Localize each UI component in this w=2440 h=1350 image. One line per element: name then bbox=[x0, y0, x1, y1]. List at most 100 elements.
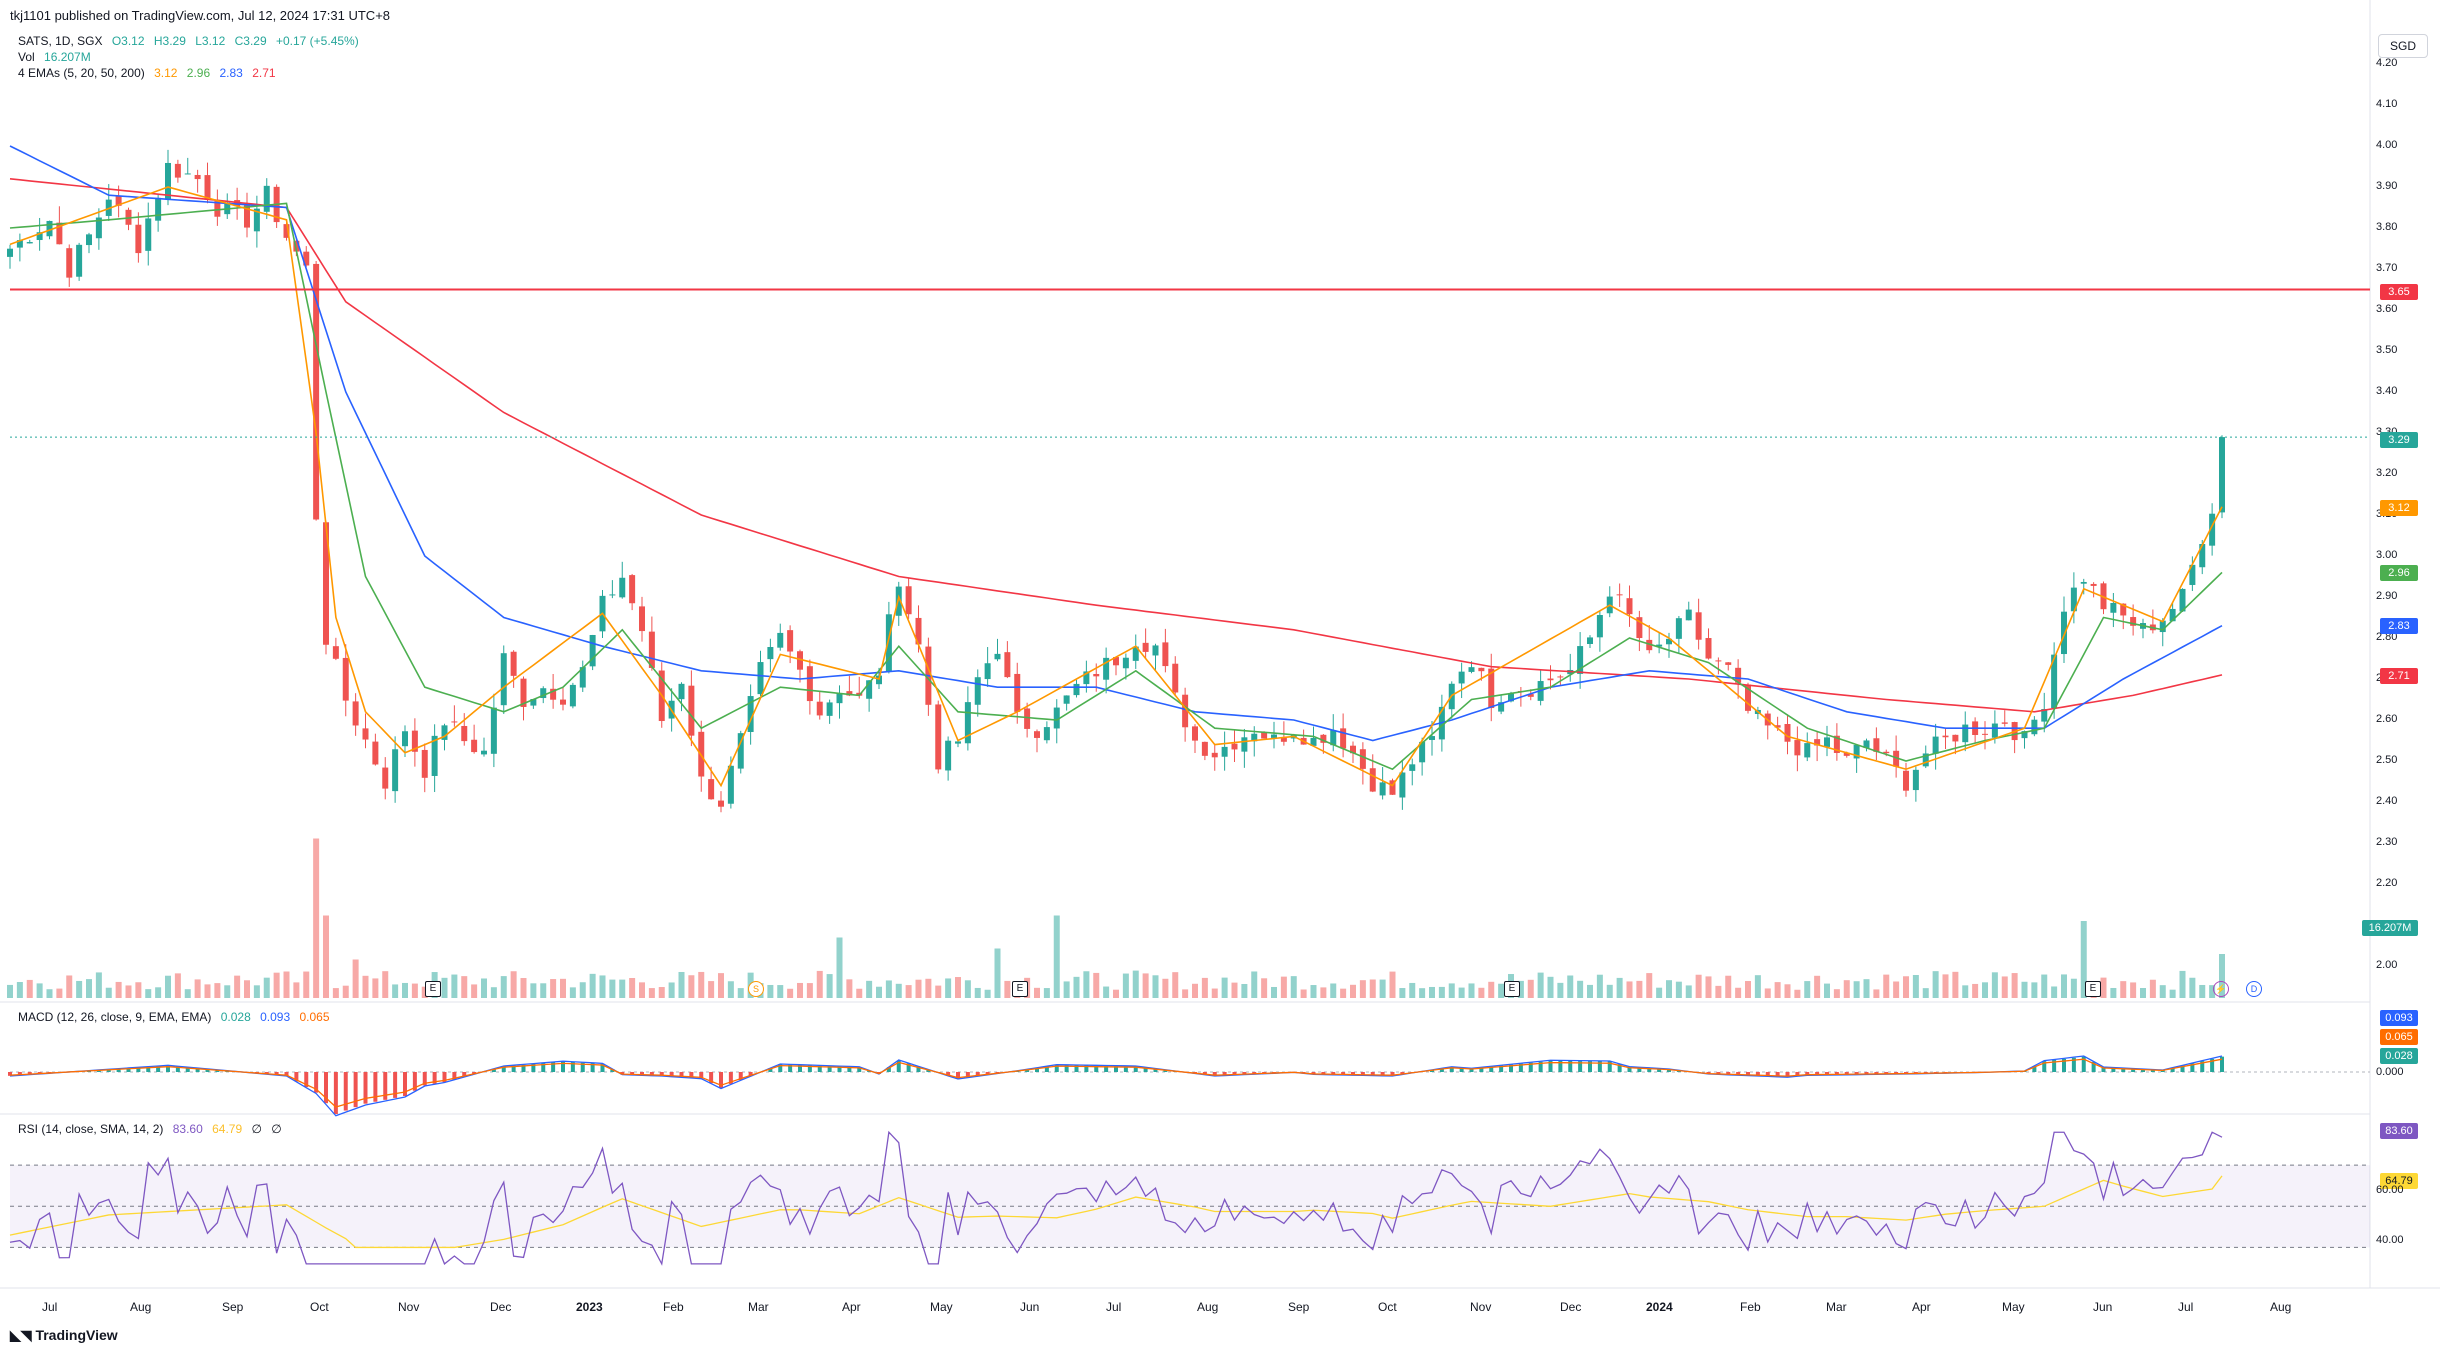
macd-histogram-bar bbox=[1252, 1072, 1257, 1075]
candle bbox=[1656, 644, 1663, 647]
candle bbox=[184, 173, 191, 175]
macd-histogram-bar bbox=[1775, 1072, 1780, 1077]
volume-bar bbox=[2061, 974, 2067, 998]
candle bbox=[2070, 587, 2077, 612]
macd-histogram-bar bbox=[343, 1072, 348, 1111]
macd-histogram-bar bbox=[2150, 1069, 2155, 1072]
ema-label[interactable]: 4 EMAs (5, 20, 50, 200) bbox=[18, 66, 145, 80]
volume-bar bbox=[1784, 984, 1791, 998]
earnings-event[interactable]: E bbox=[1012, 981, 1028, 997]
volume-bar bbox=[1182, 989, 1189, 998]
candle bbox=[1399, 772, 1406, 798]
candle bbox=[421, 749, 428, 778]
candle bbox=[392, 749, 399, 792]
volume-bar bbox=[1616, 977, 1623, 998]
rsi-band-lower: ∅ bbox=[271, 1122, 282, 1136]
macd-histogram-bar bbox=[205, 1069, 210, 1072]
volume-bar bbox=[155, 987, 162, 998]
ema5-line bbox=[9, 186, 2223, 788]
macd-histogram-bar bbox=[2220, 1056, 2224, 1072]
macd-histogram-bar bbox=[689, 1072, 694, 1078]
ema5-tag: 3.12 bbox=[2380, 500, 2418, 516]
volume-bar bbox=[1764, 988, 1771, 998]
macd-histogram-bar bbox=[2190, 1063, 2195, 1072]
candle bbox=[1419, 741, 1426, 763]
volume-bar bbox=[1142, 973, 1149, 998]
volume-bar bbox=[461, 976, 468, 998]
volume-bar bbox=[263, 977, 270, 998]
symbol-label[interactable]: SATS, 1D, SGX bbox=[18, 34, 103, 48]
vol-label[interactable]: Vol bbox=[18, 50, 35, 64]
candle bbox=[2199, 544, 2206, 568]
rsi-label[interactable]: RSI (14, close, SMA, 14, 2) bbox=[18, 1122, 164, 1136]
volume-bar bbox=[1972, 983, 1979, 998]
volume-bar bbox=[1241, 983, 1248, 998]
rsi-legend: RSI (14, close, SMA, 14, 2) 83.60 64.79 … bbox=[18, 1122, 288, 1136]
candle bbox=[1626, 598, 1633, 615]
candle bbox=[1646, 639, 1653, 651]
candle bbox=[747, 696, 754, 732]
macd-histogram-bar bbox=[1844, 1072, 1849, 1075]
vol-value: 16.207M bbox=[44, 50, 91, 64]
macd-label[interactable]: MACD (12, 26, close, 9, EMA, EMA) bbox=[18, 1010, 212, 1024]
volume-bar bbox=[1962, 985, 1969, 998]
candle bbox=[145, 218, 152, 251]
time-axis-label: Jun bbox=[1020, 1300, 1040, 1314]
volume-bar bbox=[1389, 971, 1396, 998]
volume-bar bbox=[1804, 981, 1811, 998]
macd-histogram-bar bbox=[1212, 1072, 1217, 1076]
candle bbox=[540, 688, 547, 699]
volume-bar bbox=[826, 974, 833, 998]
lightning-icon[interactable]: ⚡ bbox=[2213, 981, 2229, 997]
candle bbox=[1152, 645, 1159, 656]
volume-bar bbox=[648, 988, 655, 998]
macd-histogram-bar bbox=[1390, 1072, 1395, 1076]
candle bbox=[1241, 737, 1248, 752]
macd-histogram-bar bbox=[2062, 1058, 2066, 1072]
volume-bar bbox=[303, 971, 310, 998]
dividend-icon[interactable]: D bbox=[2246, 981, 2262, 997]
volume-bar bbox=[313, 838, 320, 998]
candle bbox=[204, 175, 211, 200]
macd-histogram-bar bbox=[393, 1072, 398, 1098]
candle bbox=[777, 632, 784, 648]
earnings-event[interactable]: E bbox=[2085, 981, 2101, 997]
split-event[interactable]: S bbox=[748, 981, 764, 997]
ema200-tag: 2.71 bbox=[2380, 668, 2418, 684]
candle bbox=[2001, 722, 2008, 724]
candle bbox=[2219, 437, 2225, 513]
earnings-event[interactable]: E bbox=[1504, 981, 1520, 997]
currency-selector[interactable]: SGD bbox=[2378, 34, 2428, 58]
macd-histogram-bar bbox=[324, 1072, 328, 1104]
volume-bar bbox=[1932, 971, 1939, 998]
time-axis-label: 2024 bbox=[1646, 1300, 1673, 1314]
volume-bar bbox=[1043, 988, 1050, 998]
volume-bar bbox=[1824, 983, 1830, 998]
volume-bar bbox=[510, 971, 517, 998]
time-axis-label: Mar bbox=[1826, 1300, 1847, 1314]
macd-histogram-bar bbox=[1588, 1061, 1592, 1072]
volume-bar bbox=[1488, 981, 1495, 998]
macd-histogram-bar bbox=[1785, 1072, 1790, 1077]
volume-bar bbox=[2219, 954, 2225, 998]
macd-histogram-bar bbox=[136, 1067, 141, 1072]
price-axis-label: 3.00 bbox=[2376, 549, 2398, 561]
candle bbox=[1429, 736, 1435, 740]
volume-bar bbox=[895, 983, 902, 998]
ema200-value: 2.71 bbox=[252, 66, 276, 80]
candle bbox=[629, 575, 636, 604]
candle bbox=[431, 735, 438, 776]
volume-bar bbox=[2001, 976, 2008, 998]
earnings-event[interactable]: E bbox=[425, 981, 441, 997]
candle bbox=[1883, 751, 1890, 754]
candle bbox=[1113, 657, 1119, 666]
volume-bar bbox=[36, 983, 43, 998]
ema20-line bbox=[9, 202, 2223, 771]
price-axis-label: 3.90 bbox=[2376, 180, 2398, 192]
volume-bar bbox=[1340, 988, 1347, 998]
candle bbox=[362, 728, 369, 740]
tradingview-logo[interactable]: ◣◥ TradingView bbox=[10, 1327, 118, 1343]
candle bbox=[1043, 727, 1050, 741]
macd-histogram-bar bbox=[1341, 1072, 1346, 1075]
